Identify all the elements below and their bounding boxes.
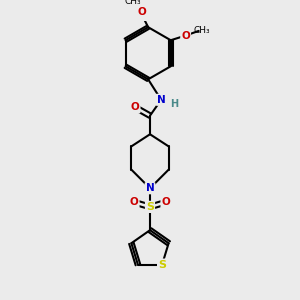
Text: CH₃: CH₃	[125, 0, 142, 6]
Text: N: N	[146, 183, 154, 193]
Text: H: H	[170, 98, 178, 109]
Text: O: O	[130, 197, 139, 207]
Text: O: O	[181, 31, 190, 40]
Text: S: S	[146, 202, 154, 212]
Text: CH₃: CH₃	[193, 26, 210, 35]
Text: O: O	[161, 197, 170, 207]
Text: O: O	[131, 102, 140, 112]
Text: O: O	[137, 7, 146, 17]
Text: N: N	[157, 95, 166, 105]
Text: S: S	[158, 260, 166, 270]
